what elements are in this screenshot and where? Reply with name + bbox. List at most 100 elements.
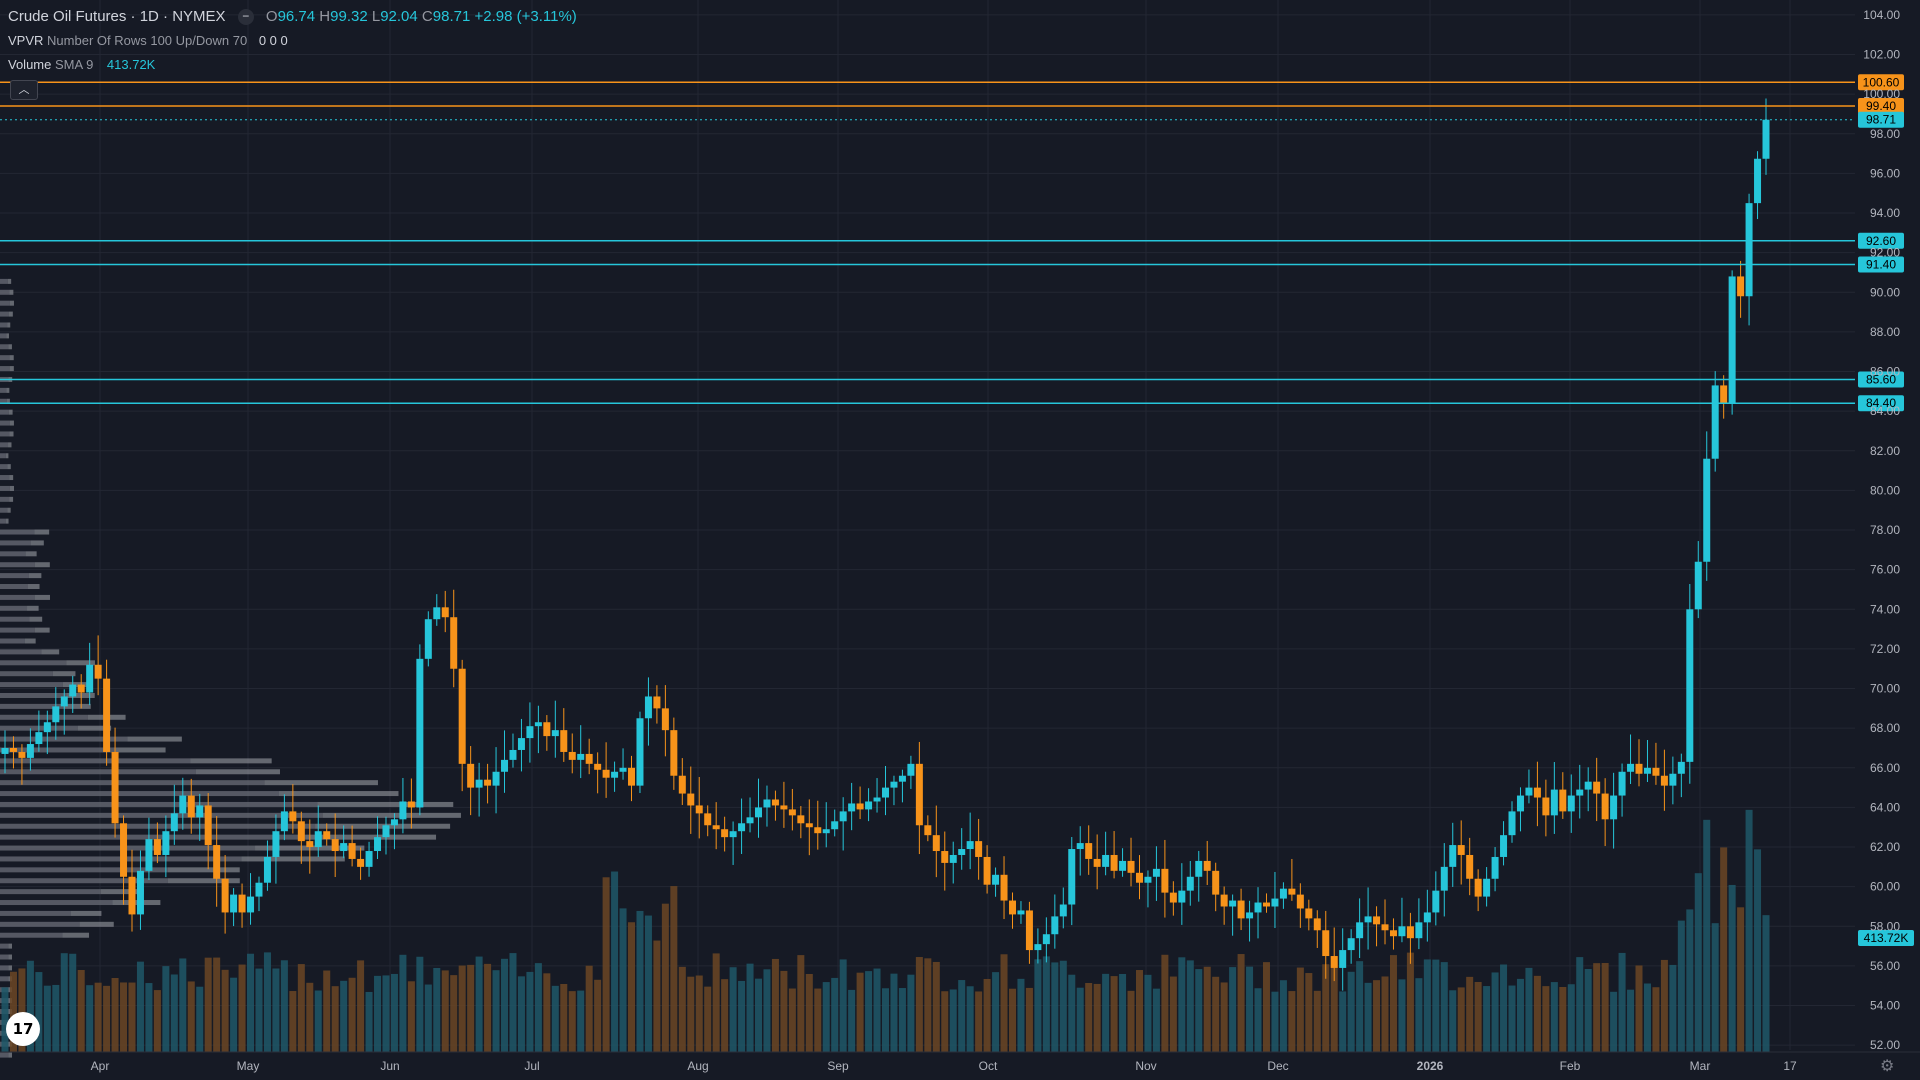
candle-body (1610, 795, 1618, 820)
candle-body (365, 851, 373, 867)
vpvr-row (8, 943, 12, 949)
candle-body (805, 823, 813, 828)
vpvr-row (0, 453, 6, 459)
vpvr-row (9, 496, 14, 502)
volume-bar (1660, 959, 1668, 1052)
eye-icon[interactable]: − (237, 9, 254, 26)
volume-bar (1745, 809, 1753, 1052)
candle-body (1415, 922, 1423, 939)
volume-bar (890, 973, 898, 1052)
chevron-up-icon[interactable]: ︿ (10, 80, 38, 100)
time-tick-label: Jul (524, 1059, 539, 1073)
price-level-label: 91.40 (1866, 258, 1896, 272)
volume-bar (1322, 964, 1330, 1052)
vpvr-row (0, 965, 9, 971)
candle-body (357, 858, 365, 867)
volume-bar (416, 956, 424, 1052)
gear-icon[interactable]: ⚙ (1880, 1058, 1895, 1075)
vpvr-row (0, 333, 7, 339)
vpvr-row (0, 834, 306, 840)
candle-body (1660, 775, 1668, 786)
volume-bar (1711, 923, 1719, 1052)
price-tick-label: 74.00 (1870, 602, 1900, 616)
vpvr-row (0, 355, 10, 361)
time-tick-label: Apr (91, 1059, 110, 1073)
candle-body (687, 793, 695, 806)
volume-bar (111, 977, 119, 1052)
vpvr-row (0, 758, 191, 764)
chart-grid (0, 0, 1855, 1050)
price-tick-label: 96.00 (1870, 166, 1900, 180)
candle-body (1051, 916, 1059, 935)
candle-body (306, 841, 314, 848)
candle-body (1677, 761, 1685, 774)
volume-bar (458, 965, 466, 1052)
vpvr-row (264, 780, 378, 786)
candle-body (704, 813, 712, 826)
volume-bar (712, 953, 720, 1052)
tradingview-logo-icon[interactable]: 17 (6, 1012, 40, 1046)
candle-body (1762, 119, 1770, 159)
candle-body (1042, 934, 1050, 945)
candle-body (340, 843, 348, 852)
candle-body (492, 771, 500, 786)
volume-bar (611, 871, 619, 1052)
vpvr-name: VPVR (8, 33, 44, 48)
candle-body (670, 730, 678, 776)
candle-body (1694, 561, 1702, 610)
volume-bar (1652, 987, 1660, 1052)
vpvr-legend[interactable]: VPVR Number Of Rows 100 Up/Down 70 0 0 0 (8, 33, 288, 48)
volume-bar (289, 991, 297, 1052)
vpvr-row (0, 671, 53, 677)
price-level-label: 92.60 (1866, 234, 1896, 248)
vpvr-row (7, 507, 11, 513)
vpvr-row (0, 976, 9, 982)
price-tick-label: 58.00 (1870, 919, 1900, 933)
vpvr-row (9, 366, 14, 372)
volume-bar (1203, 966, 1211, 1052)
candle-body (780, 805, 788, 810)
volume-bar (77, 969, 85, 1052)
candle-body (441, 607, 449, 618)
vpvr-row (0, 366, 10, 372)
open-label: O (265, 8, 278, 25)
vpvr-row (0, 475, 10, 481)
symbol-legend[interactable]: Crude Oil Futures · 1D · NYMEX − O96.74 … (8, 8, 577, 26)
price-tick-label: 100.00 (1863, 87, 1900, 101)
symbol-title: Crude Oil Futures · 1D · NYMEX (8, 8, 226, 25)
volume-bar (992, 972, 1000, 1052)
vpvr-row (0, 616, 30, 622)
candle-body (1068, 849, 1076, 905)
candle-body (26, 744, 34, 758)
candle-body (534, 722, 542, 727)
vpvr-row (62, 932, 90, 938)
candle-body (1322, 930, 1330, 957)
vpvr-row (0, 344, 9, 350)
candle-body (120, 823, 128, 877)
volume-bar (407, 981, 415, 1052)
vpvr-row (127, 736, 182, 742)
time-tick-label: Feb (1560, 1059, 1581, 1073)
volume-name: Volume (8, 57, 52, 72)
candle-body (1076, 843, 1084, 850)
volume-bar (1169, 976, 1177, 1052)
candle-body (52, 706, 60, 723)
volume-bar (1161, 954, 1169, 1052)
volume-legend[interactable]: Volume SMA 9 413.72K (8, 57, 155, 72)
volume-bar (687, 976, 695, 1052)
volume-bar (1059, 960, 1067, 1052)
volume-bar (238, 964, 246, 1052)
volume-bar (898, 988, 906, 1052)
volume-bar (348, 977, 356, 1052)
open-value: 96.74 (277, 8, 316, 25)
candle-body (221, 878, 229, 913)
price-level-label: 84.40 (1866, 396, 1896, 410)
time-tick-label: Aug (687, 1059, 708, 1073)
vpvr-row (0, 485, 10, 491)
volume-bar (1034, 959, 1042, 1052)
volume-bar (399, 954, 407, 1052)
volume-bar (441, 970, 449, 1052)
volume-bar (1237, 954, 1245, 1052)
volume-bar (323, 970, 331, 1052)
